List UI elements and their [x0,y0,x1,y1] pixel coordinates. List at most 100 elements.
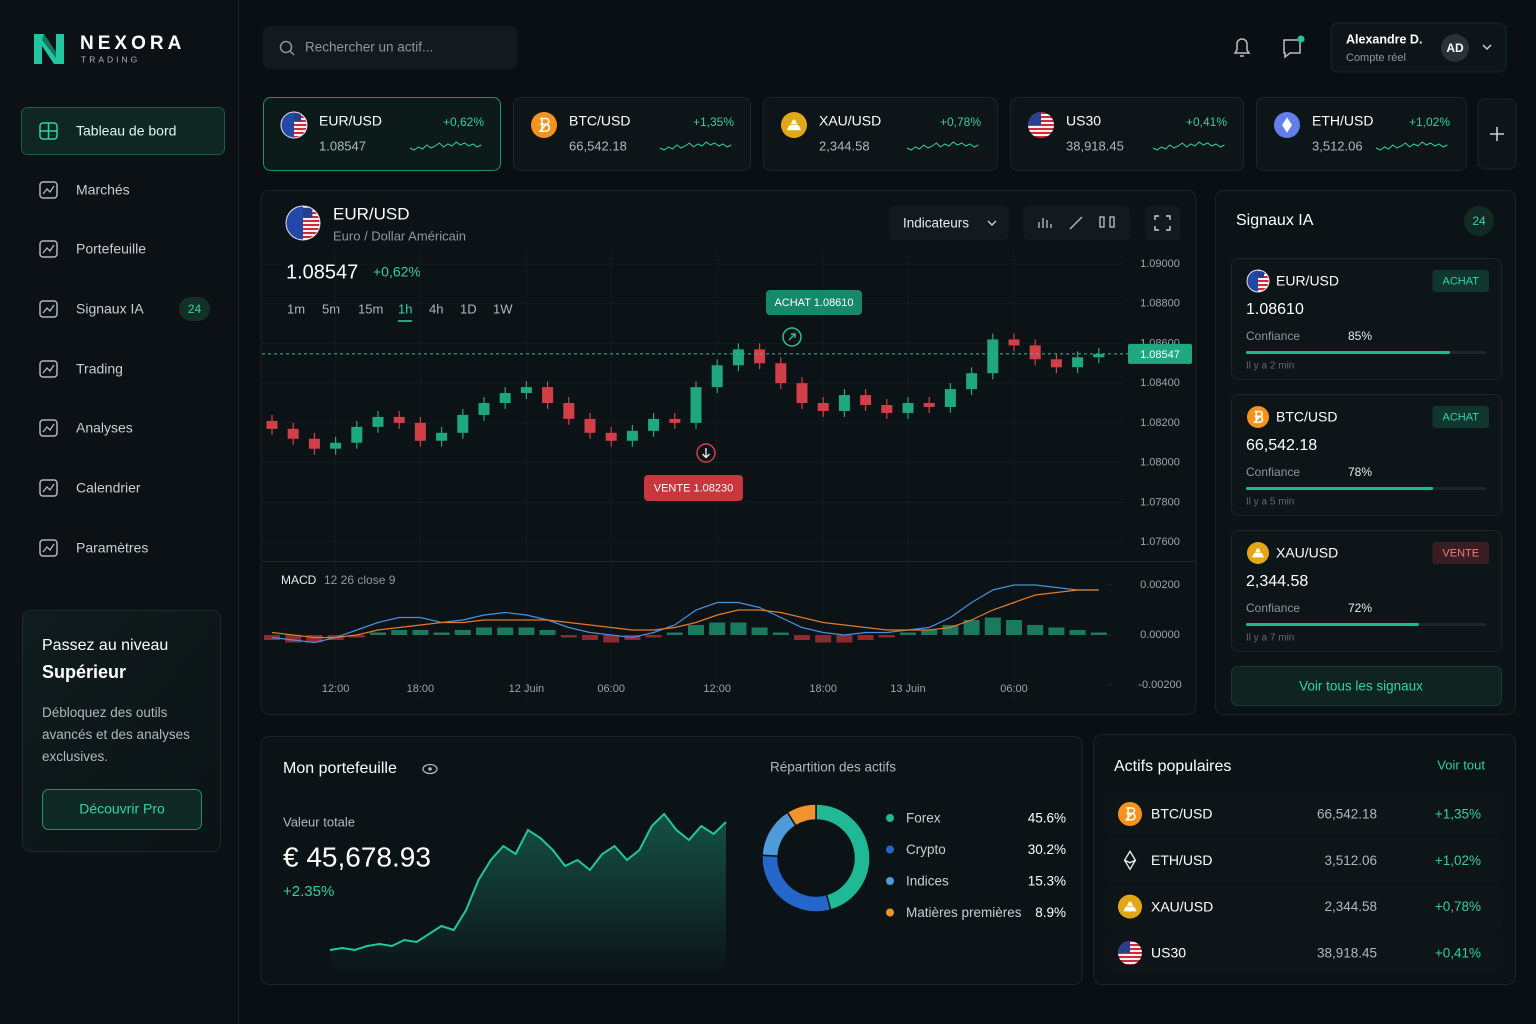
candle-body [902,403,914,413]
macd-histogram-bar [560,635,577,638]
timeframe[interactable]: 1m [287,301,305,316]
sell-marker [702,448,710,459]
timeframe[interactable]: 1D [460,301,477,316]
nav-icon [40,123,57,139]
ticker-card[interactable] [763,97,998,171]
popular-link[interactable]: Voir tout [1437,757,1485,772]
nav-item[interactable]: Analyses [76,420,133,436]
timeframe[interactable]: 4h [429,301,443,316]
ticker-symbol: ETH/USD [1312,113,1373,129]
nav-item[interactable]: Tableau de bord [76,123,176,139]
search-icon [289,50,295,56]
candle-body [1050,359,1062,368]
nav-item[interactable]: Paramètres [76,540,148,556]
chart-change: +0,62% [373,264,421,280]
signal-card[interactable] [1231,258,1502,380]
macd-histogram-bar [730,622,747,635]
x-tick-label: 06:00 [1000,683,1028,695]
signal-action: ACHAT [1443,411,1480,423]
timeframe[interactable]: 1W [493,301,513,316]
ticker-sparkline [409,141,482,151]
portfolio-title: Mon portefeuille [283,760,397,777]
ticker-card[interactable] [263,97,501,171]
candle-body [457,414,469,433]
eye-icon[interactable] [422,763,438,775]
nav-item[interactable]: Signaux IA [76,301,144,317]
nav-icon [42,364,55,374]
asset-symbol: XAU/USD [1151,898,1213,914]
notification-icon[interactable] [1233,38,1251,54]
candle-body [775,363,787,384]
asset-icon [1247,542,1269,564]
flag [303,207,313,218]
asset-row[interactable] [1106,792,1502,836]
signal-card[interactable] [1231,394,1502,516]
ticker-change: +0,78% [940,115,981,129]
fullscreen-button[interactable] [1145,206,1180,240]
signals-button[interactable] [1231,666,1502,706]
candle-body [393,416,405,423]
macd-histogram-bar [476,627,492,635]
macd-histogram-bar [370,632,386,635]
nav-icon [39,300,58,318]
asset-row[interactable] [1106,838,1502,883]
nav-icon [42,304,55,314]
ticker-card[interactable] [513,97,751,171]
nav-item[interactable]: Calendrier [76,480,141,496]
fullscreen-icon [1154,215,1171,231]
nav-item[interactable]: Trading [76,361,123,377]
macd-histogram-bar [815,635,832,643]
nav-icon [39,240,58,258]
macd-histogram-bar [391,630,408,635]
ticker-card[interactable] [1010,97,1244,171]
buy-annotation [766,290,862,315]
asset-price: 3,512.06 [1324,853,1377,868]
asset-row[interactable] [1106,930,1502,975]
candle-body [881,404,893,413]
user-menu[interactable] [1330,22,1507,73]
ticker-price: 2,344.58 [819,138,870,153]
candle-body [838,395,850,411]
signal-symbol: XAU/USD [1276,545,1338,561]
candle-body [1029,345,1041,360]
macd-histogram-bar [857,635,874,640]
chart-panel [260,190,1197,715]
candle-body [499,393,511,404]
asset-symbol: US30 [1151,945,1186,961]
macd-histogram-bar [688,625,704,635]
ticker-card[interactable] [1256,97,1467,171]
nav-item[interactable]: Portefeuille [76,241,146,257]
asset-row[interactable] [1106,884,1502,929]
promo-button[interactable] [42,789,202,830]
eth-glyph [1123,849,1137,871]
signal-price: 2,344.58 [1246,573,1308,590]
macd-histogram-bar [306,635,323,643]
candle-body [414,422,426,441]
timeframe[interactable]: 1h [398,301,412,316]
candle-body [648,418,660,431]
indicators-button[interactable] [889,206,1009,240]
flag [1118,940,1130,953]
signal-time: Il y a 5 min [1246,497,1294,508]
asset-icon [1118,940,1142,965]
signal-card[interactable] [1231,530,1502,652]
y-tick-label: 1.08200 [1140,417,1180,429]
timeframe[interactable]: 15m [358,301,383,316]
macd-subtitle: 12 26 close 9 [324,573,396,587]
candle-body [287,428,299,439]
candle-body [966,373,978,390]
nav-active [21,107,225,155]
search-box[interactable] [263,26,517,69]
candle-body [372,416,384,427]
nav-item[interactable]: Marchés [76,182,130,198]
macd-line [271,589,1099,639]
brand-tagline: TRADING [81,54,140,64]
asset-icon [1247,406,1269,428]
candle-body [711,365,723,388]
macd-histogram-bar [348,635,365,638]
portfolio-line [329,812,727,952]
nav-icon [42,483,55,493]
signal-action-badge [1432,406,1489,428]
asset-icon [1028,112,1054,138]
flag-ring [280,111,308,139]
